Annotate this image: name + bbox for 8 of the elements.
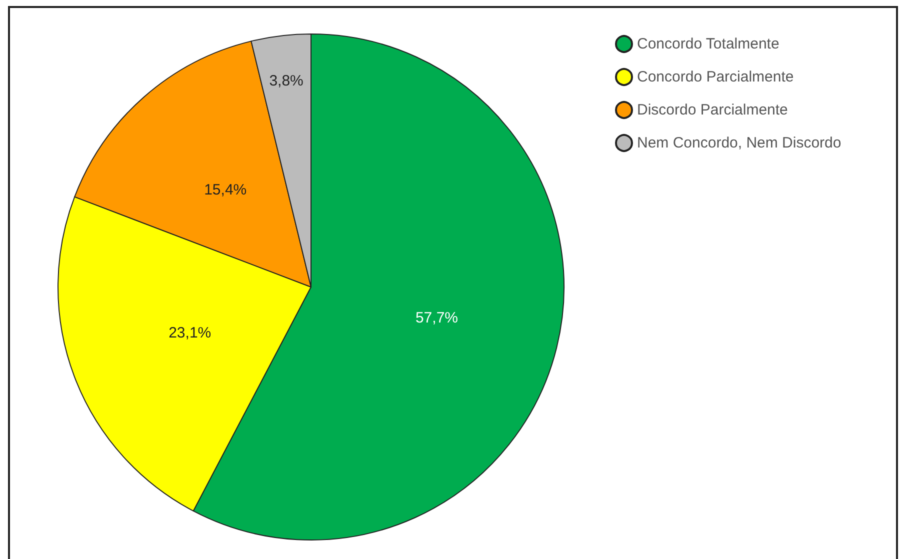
data-label: 15,4% bbox=[204, 181, 247, 198]
legend-label: Discordo Parcialmente bbox=[637, 102, 788, 118]
data-label: 3,8% bbox=[269, 72, 304, 90]
legend-label: Nem Concordo, Nem Discordo bbox=[637, 134, 842, 152]
legend-label: Concordo Totalmente bbox=[637, 36, 780, 52]
legend-label: Concordo Parcialmente bbox=[637, 68, 794, 86]
data-label: 57,7% bbox=[415, 310, 458, 327]
data-label: 23,1% bbox=[168, 324, 212, 342]
